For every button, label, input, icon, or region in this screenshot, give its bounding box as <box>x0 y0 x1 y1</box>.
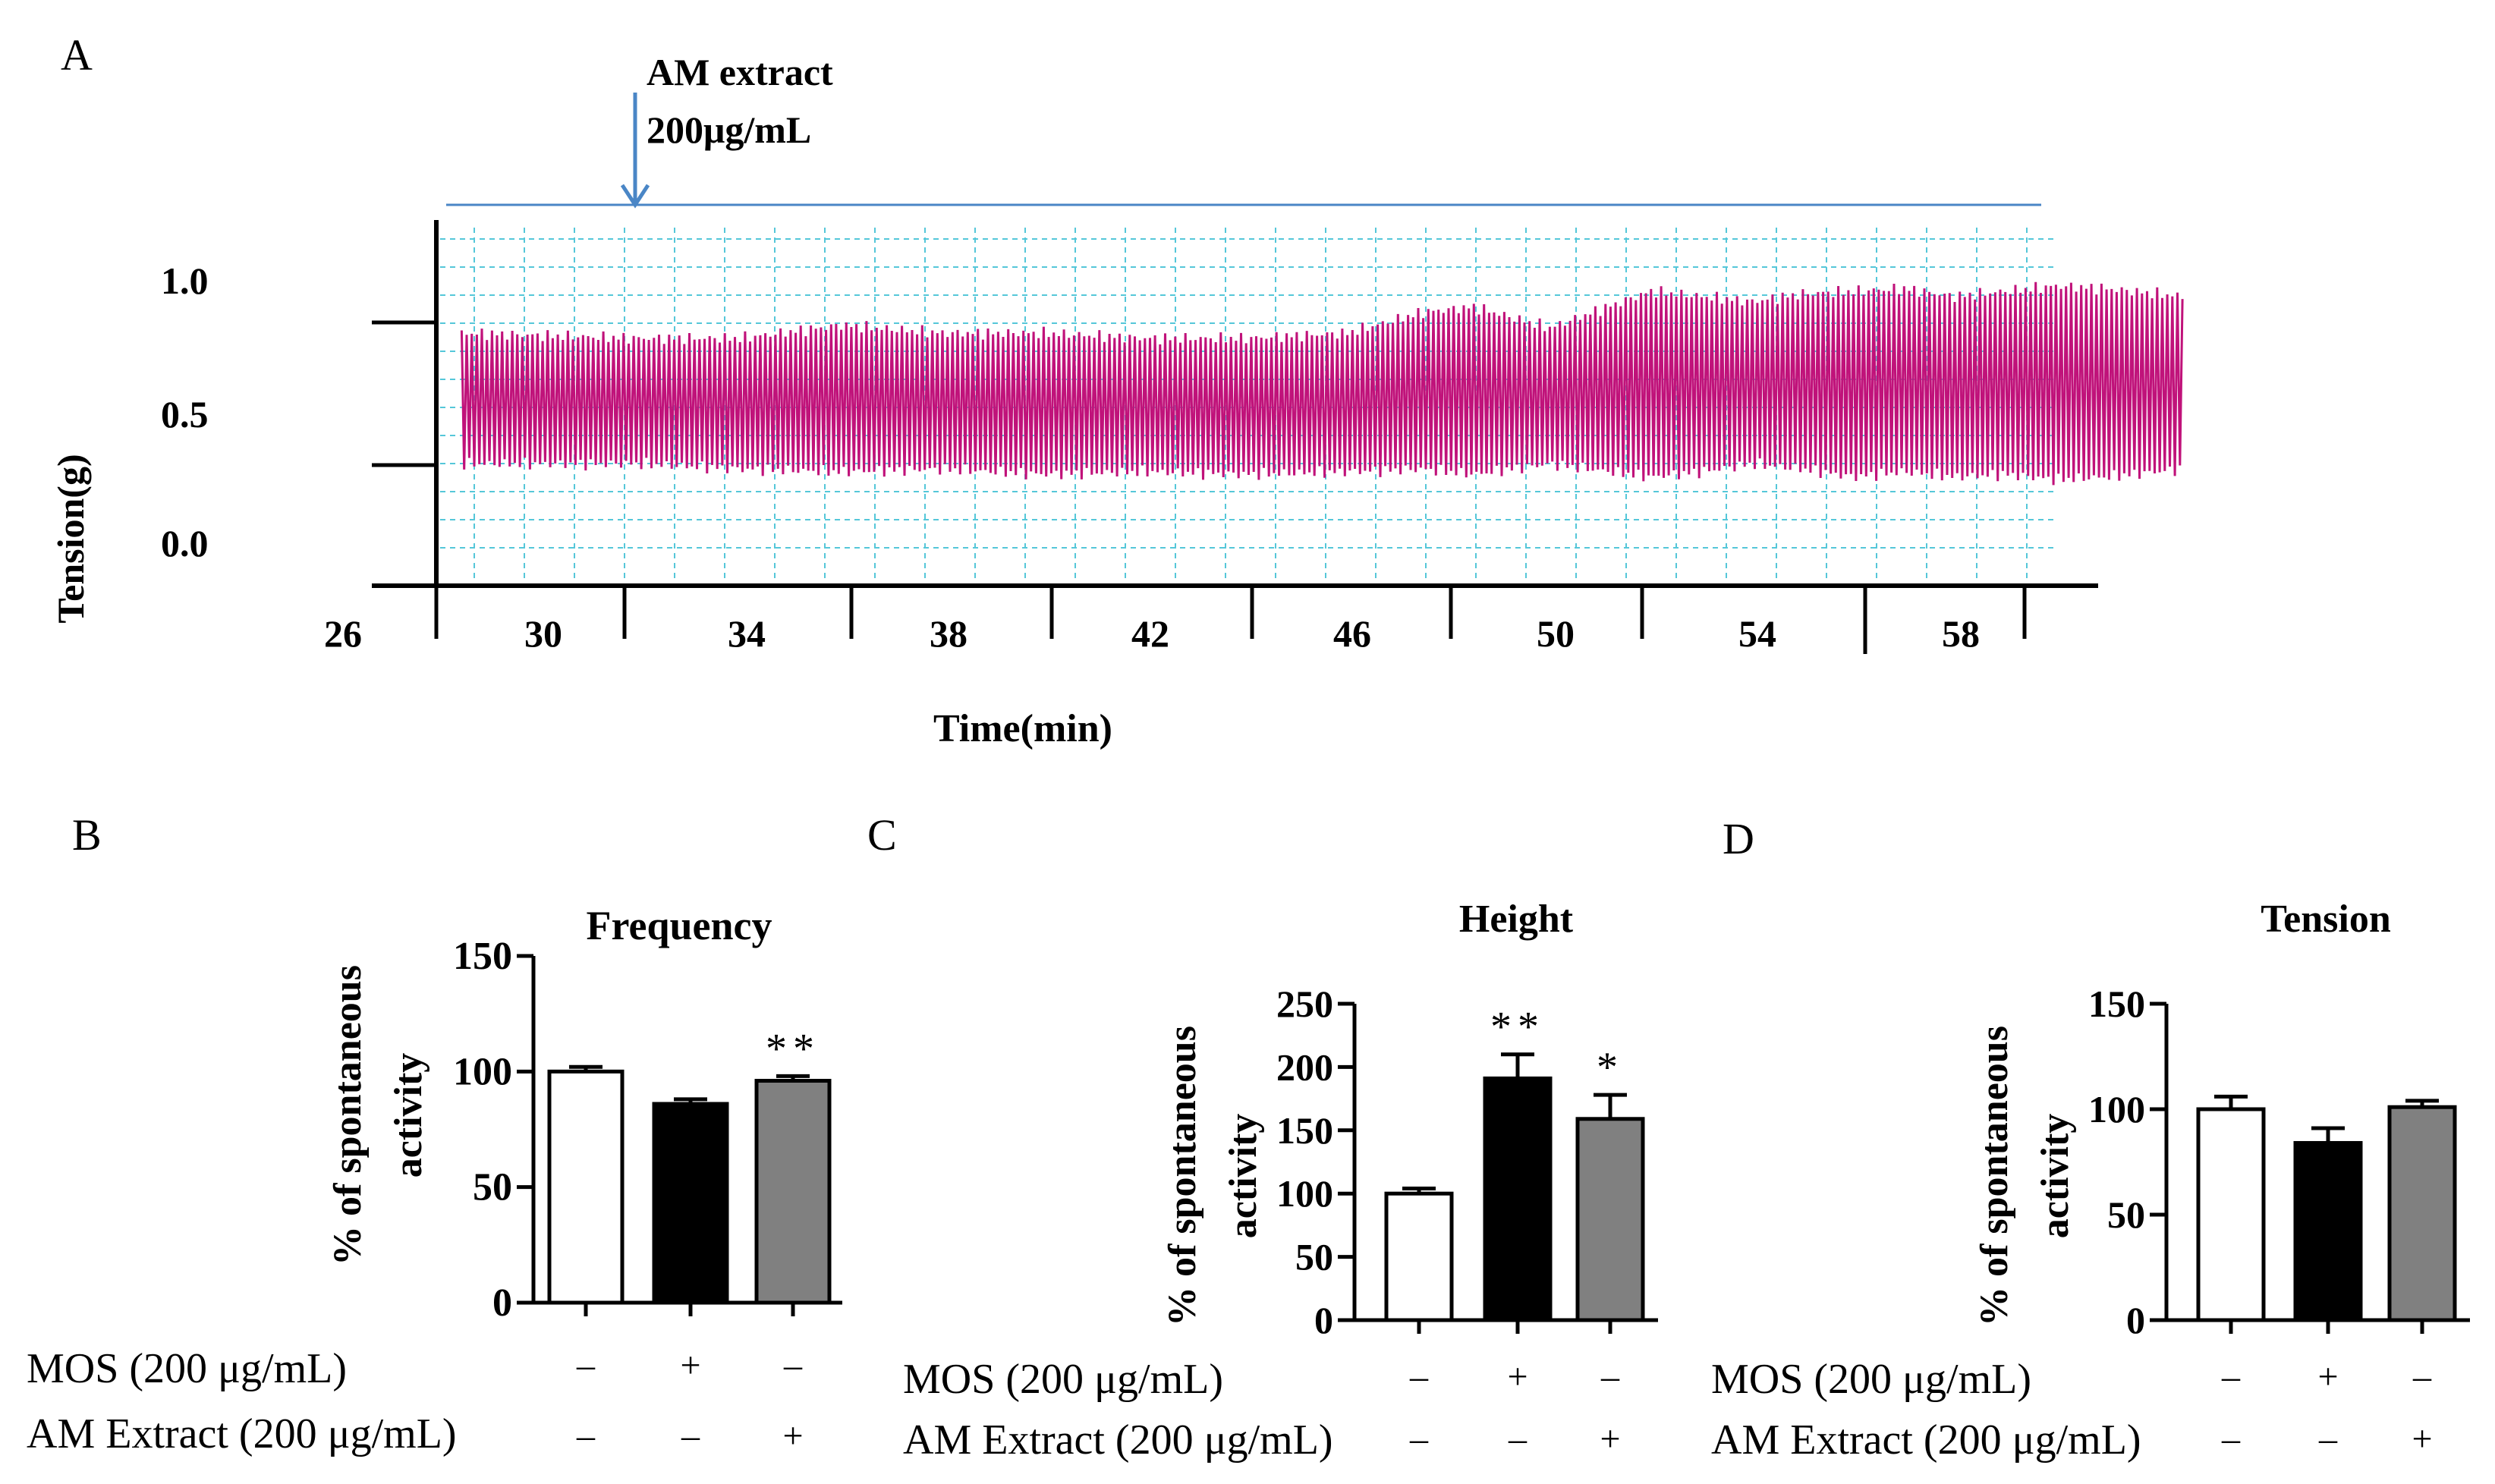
mos-sign: + <box>1507 1357 1528 1397</box>
y-tick-label: 150 <box>453 935 512 978</box>
annotation-line2: 200μg/mL <box>647 108 811 151</box>
bar <box>2196 1107 2266 1322</box>
tension-trace <box>460 281 2184 486</box>
row2-label-b: AM Extract (200 μg/mL) <box>27 1410 457 1457</box>
mos-sign: – <box>576 1345 596 1385</box>
y-tick-label: 150 <box>2088 983 2145 1025</box>
am-sign: – <box>2221 1419 2241 1459</box>
mos-sign: – <box>1600 1357 1620 1397</box>
panel-a: A AM extract 200μg/mL 1.0 0.5 0.0 Tensio… <box>49 30 2184 750</box>
y-axis-label-b-line1: % of spontaneous <box>326 965 370 1265</box>
panel-c: C Height % of spontaneous activity 0 50 10… <box>867 810 1658 1464</box>
row1-label-d: MOS (200 μg/mL) <box>1711 1356 2031 1403</box>
bar-chart-b: 0 50 100 150 – – + – ** – + <box>453 935 842 1456</box>
bar-chart-c: 0 50 100 150 200 250 – – ** + – * – + <box>1276 983 1658 1459</box>
mos-sign: + <box>680 1345 700 1385</box>
y-tick-label: 250 <box>1276 983 1333 1025</box>
y-tick-label: 100 <box>453 1050 512 1093</box>
y-tick-label: 200 <box>1276 1045 1333 1088</box>
significance-label: * <box>1597 1044 1624 1091</box>
bar <box>1575 1117 1645 1322</box>
chart-title-d: Tension <box>2261 898 2391 941</box>
mos-sign: – <box>783 1345 803 1385</box>
panel-c-letter: C <box>867 810 897 860</box>
significance-label: ** <box>1490 1004 1545 1051</box>
panel-d-letter: D <box>1723 814 1754 863</box>
y-axis-label-d-line1: % of spontaneous <box>1973 1026 2016 1326</box>
y-tick-label: 50 <box>2107 1193 2145 1236</box>
bar <box>1483 1076 1553 1322</box>
panel-d: D Tension % of spontaneous activity 0 50 1… <box>1711 814 2470 1464</box>
panel-a-letter: A <box>61 30 93 80</box>
y-axis-label-b-line2: activity <box>387 1053 430 1178</box>
row2-label-c: AM Extract (200 μg/mL) <box>903 1416 1333 1464</box>
annotation-line1: AM extract <box>647 51 833 93</box>
x-ticks-a <box>434 586 2027 654</box>
y-tick-label: 100 <box>2088 1088 2145 1130</box>
y-tick-label: 150 <box>1276 1109 1333 1152</box>
y-tick-label: 0 <box>1314 1299 1333 1341</box>
row1-label-c: MOS (200 μg/mL) <box>903 1356 1223 1403</box>
row2-label-d: AM Extract (200 μg/mL) <box>1711 1416 2141 1464</box>
panel-b: B Frequency % of spontaneous activity 0 5… <box>27 810 842 1457</box>
bar <box>2387 1105 2457 1322</box>
am-sign: + <box>2412 1419 2432 1459</box>
y-tick-label-a: 0.5 <box>161 393 209 435</box>
y-axis-label-c-line2: activity <box>1222 1114 1265 1239</box>
bar-chart-d: 0 50 100 150 – – + – – + <box>2088 983 2470 1459</box>
panel-b-letter: B <box>72 810 102 860</box>
y-axis-label-c-line1: % of spontaneous <box>1161 1026 1204 1326</box>
annotation-arrow <box>620 93 650 209</box>
y-axis-label-a: Tension(g) <box>49 454 92 623</box>
y-tick-label: 50 <box>1295 1236 1333 1278</box>
bar <box>1384 1191 1454 1322</box>
y-tick-label: 50 <box>473 1166 512 1209</box>
significance-label: ** <box>766 1025 820 1072</box>
chart-title-c: Height <box>1459 898 1574 941</box>
am-sign: + <box>782 1416 803 1456</box>
y-tick-label: 100 <box>1276 1172 1333 1215</box>
x-tick-label-a: 34 <box>728 612 766 655</box>
row1-label-b: MOS (200 μg/mL) <box>27 1345 347 1392</box>
mos-sign: – <box>2221 1357 2241 1397</box>
x-tick-label-a: 42 <box>1131 612 1169 655</box>
y-tick-label-a: 1.0 <box>161 259 209 302</box>
x-tick-label-a: 58 <box>1942 612 1980 655</box>
bar <box>754 1079 832 1305</box>
bar <box>2293 1140 2363 1322</box>
am-sign: + <box>1600 1419 1620 1459</box>
x-axis-label-a: Time(min) <box>933 707 1112 750</box>
am-sign: – <box>2318 1419 2338 1459</box>
y-tick-label-a: 0.0 <box>161 522 209 564</box>
am-sign: – <box>681 1416 700 1456</box>
x-tick-label-a: 50 <box>1537 612 1575 655</box>
y-axis-label-d-line2: activity <box>2034 1114 2077 1239</box>
bar <box>652 1102 729 1305</box>
mos-sign: + <box>2317 1357 2338 1397</box>
x-tick-label-a: 46 <box>1333 612 1371 655</box>
bar <box>547 1069 625 1305</box>
mos-sign: – <box>2412 1357 2432 1397</box>
y-tick-label: 0 <box>492 1281 512 1325</box>
am-sign: – <box>576 1416 596 1456</box>
am-sign: – <box>1409 1419 1429 1459</box>
am-sign: – <box>1508 1419 1528 1459</box>
chart-title-b: Frequency <box>587 903 772 948</box>
y-tick-label: 0 <box>2126 1299 2145 1341</box>
x-tick-label-a: 26 <box>324 612 362 655</box>
x-tick-label-a: 54 <box>1738 612 1776 655</box>
x-tick-label-a: 38 <box>930 612 967 655</box>
mos-sign: – <box>1409 1357 1429 1397</box>
x-tick-label-a: 30 <box>524 612 562 655</box>
